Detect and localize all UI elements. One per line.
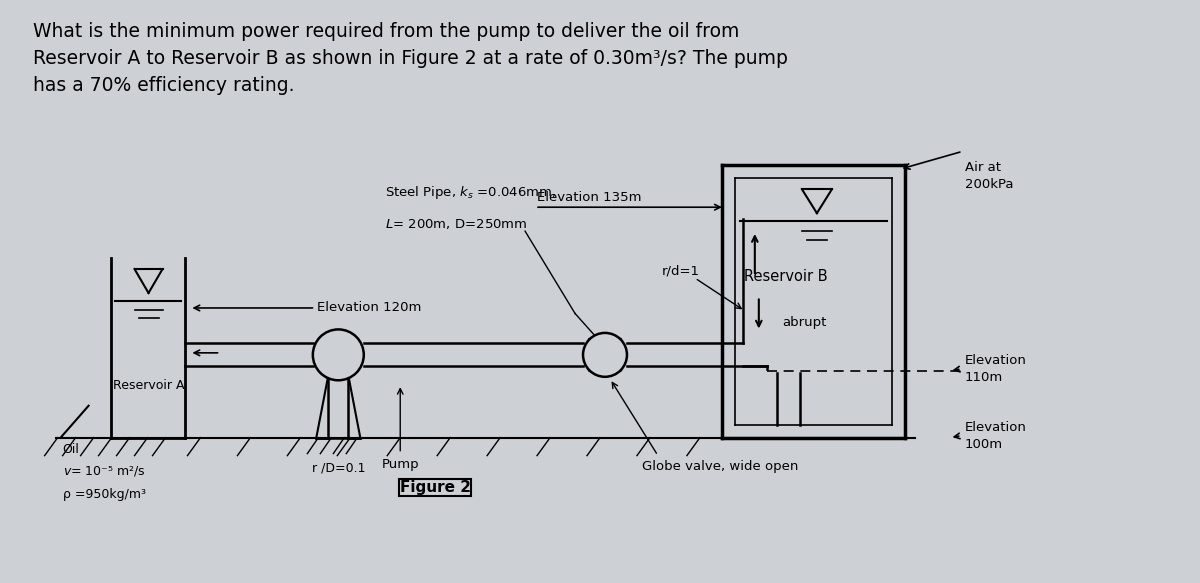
Text: $v$= 10⁻⁵ m²/s: $v$= 10⁻⁵ m²/s — [62, 463, 145, 477]
Text: Elevation 120m: Elevation 120m — [317, 301, 421, 314]
Text: $L$= 200m, D=250mm: $L$= 200m, D=250mm — [385, 217, 528, 231]
Text: Air at
200kPa: Air at 200kPa — [965, 161, 1013, 191]
Text: What is the minimum power required from the pump to deliver the oil from
Reservo: What is the minimum power required from … — [32, 22, 787, 95]
Text: ρ =950kg/m³: ρ =950kg/m³ — [62, 487, 145, 501]
Circle shape — [583, 333, 626, 377]
Circle shape — [313, 329, 364, 380]
Text: Steel Pipe, $k_s$ =0.046mm,: Steel Pipe, $k_s$ =0.046mm, — [385, 184, 557, 201]
Text: Globe valve, wide open: Globe valve, wide open — [642, 459, 798, 473]
Text: Figure 2: Figure 2 — [400, 480, 470, 495]
Text: Elevation
110m: Elevation 110m — [965, 354, 1026, 384]
Text: Pump: Pump — [382, 458, 419, 470]
Text: abrupt: abrupt — [781, 316, 826, 329]
Text: Reservoir A: Reservoir A — [113, 380, 184, 392]
Text: Elevation
100m: Elevation 100m — [965, 421, 1026, 451]
Text: Reservoir B: Reservoir B — [744, 269, 828, 283]
Text: r /D=0.1: r /D=0.1 — [312, 462, 365, 475]
Text: Elevation 135m: Elevation 135m — [538, 191, 642, 204]
Text: Oil: Oil — [62, 442, 79, 456]
Text: r/d=1: r/d=1 — [662, 265, 700, 278]
